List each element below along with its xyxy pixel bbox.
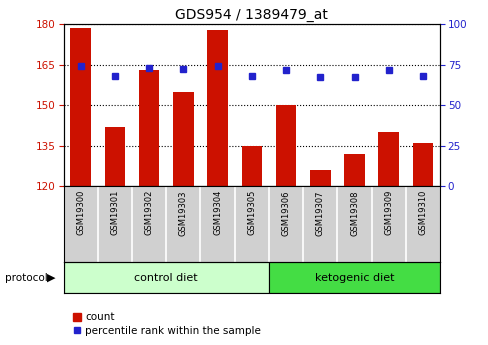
Bar (63, 262, 268, 293)
Bar (412, 143, 432, 186)
Text: GSM19305: GSM19305 (247, 190, 256, 236)
Bar (344, 154, 364, 186)
Bar (139, 70, 159, 186)
Text: GSM19307: GSM19307 (315, 190, 324, 236)
Text: GSM19304: GSM19304 (213, 190, 222, 236)
Text: protocol: protocol (5, 273, 47, 283)
Text: GSM19309: GSM19309 (384, 190, 392, 236)
Legend: count, percentile rank within the sample: count, percentile rank within the sample (69, 308, 265, 340)
Text: GSM19302: GSM19302 (144, 190, 153, 236)
Text: GSM19301: GSM19301 (110, 190, 119, 236)
Text: GSM19303: GSM19303 (179, 190, 187, 236)
Bar (104, 127, 125, 186)
Text: GSM19308: GSM19308 (349, 190, 358, 236)
Text: GSM19300: GSM19300 (76, 190, 85, 236)
Text: ▶: ▶ (47, 273, 55, 283)
Text: GSM19310: GSM19310 (418, 190, 427, 236)
Bar (241, 146, 262, 186)
Bar (173, 92, 193, 186)
Text: control diet: control diet (134, 273, 198, 283)
Bar (309, 170, 330, 186)
Bar (275, 105, 296, 186)
Bar (378, 132, 398, 186)
Text: GSM19306: GSM19306 (281, 190, 290, 236)
Bar (268, 262, 439, 293)
Bar (207, 30, 227, 186)
Title: GDS954 / 1389479_at: GDS954 / 1389479_at (175, 8, 327, 22)
Text: ketogenic diet: ketogenic diet (314, 273, 393, 283)
Bar (70, 28, 91, 186)
